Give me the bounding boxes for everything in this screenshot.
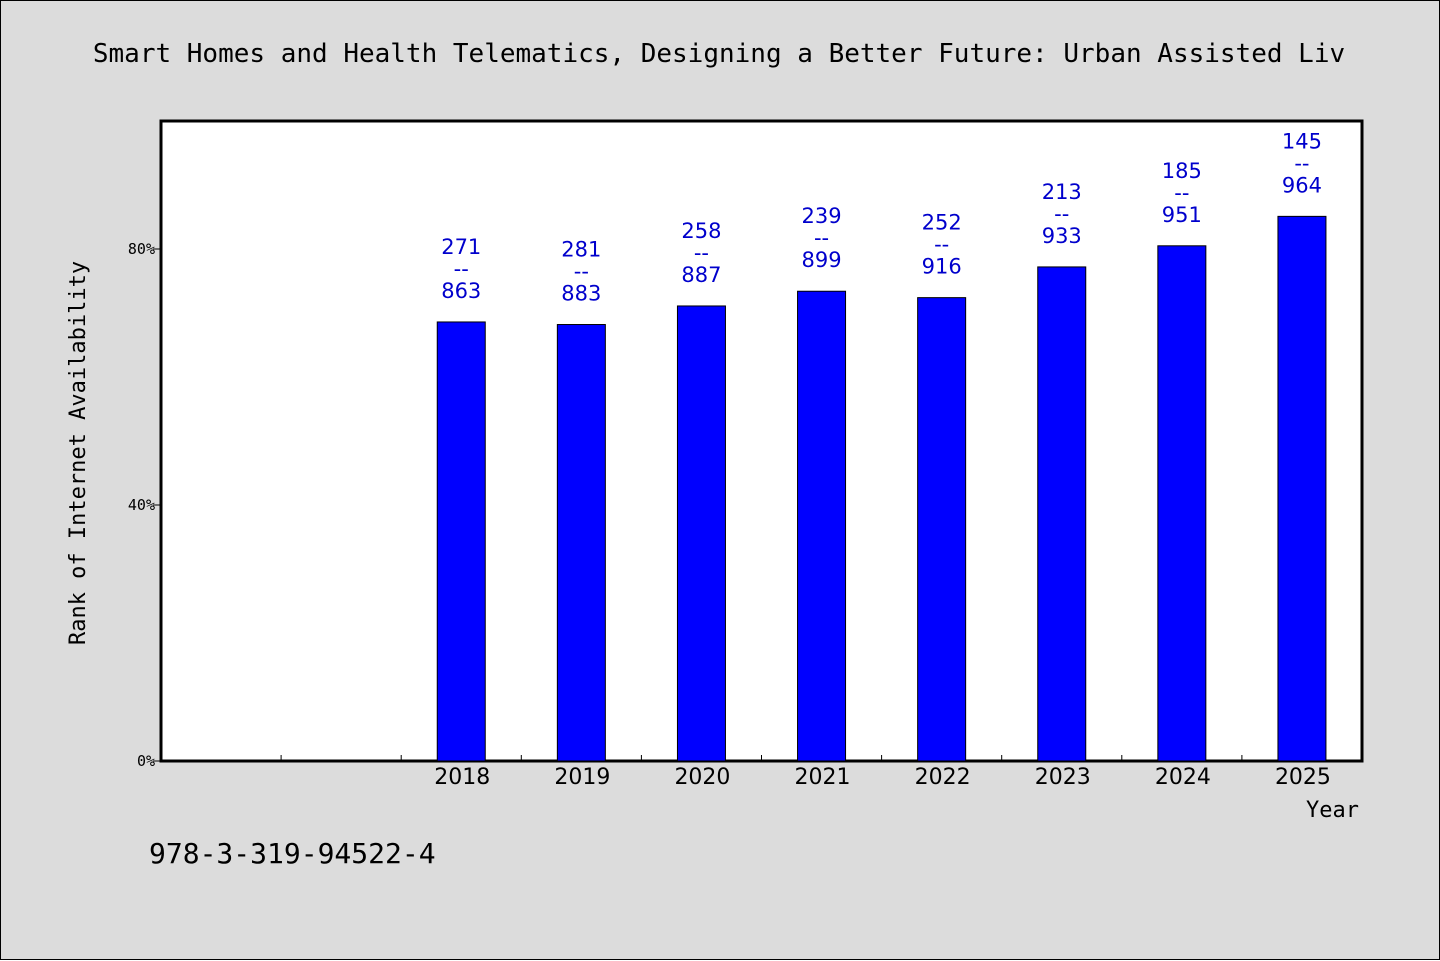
data-label: -- [574, 260, 589, 284]
y-axis-ticks: 0% 40% 80% [128, 240, 161, 770]
data-label: 887 [681, 263, 721, 287]
data-label: 899 [802, 248, 842, 272]
data-label: 933 [1042, 224, 1082, 248]
y-tick-label: 40% [128, 496, 155, 514]
data-label: -- [694, 241, 709, 265]
data-label: -- [454, 257, 469, 281]
data-label: 258 [681, 219, 721, 243]
data-label: 951 [1162, 203, 1202, 227]
bar-2021 [797, 290, 847, 762]
data-label: 883 [561, 282, 601, 306]
x-tick-label: 2021 [795, 765, 851, 790]
x-tick-label: 2018 [434, 765, 490, 790]
bar-2019 [556, 324, 606, 762]
bar-2025 [1277, 215, 1327, 762]
data-label: 145 [1282, 129, 1322, 153]
data-label: 916 [922, 255, 962, 279]
data-label: -- [814, 226, 829, 250]
data-label: -- [934, 233, 949, 257]
data-label: -- [1054, 202, 1069, 226]
x-tick-label: 2022 [915, 765, 971, 790]
y-tick-label: 80% [128, 240, 155, 258]
data-label: 252 [922, 211, 962, 235]
data-label: 185 [1162, 159, 1202, 183]
data-label: 964 [1282, 173, 1322, 197]
x-axis-ticks: 2018 2019 2020 2021 2022 2023 2024 2025 [280, 755, 1331, 790]
bar-2020 [676, 305, 726, 762]
data-label: 213 [1042, 180, 1082, 204]
x-tick-label: 2024 [1155, 765, 1211, 790]
x-tick-label: 2023 [1035, 765, 1091, 790]
bar-2023 [1037, 266, 1087, 762]
chart-title: Smart Homes and Health Telematics, Desig… [93, 39, 1345, 69]
x-tick-label: 2020 [674, 765, 730, 790]
bar-2024 [1157, 245, 1207, 762]
x-tick-label: 2025 [1275, 765, 1331, 790]
x-axis-title: Year [1306, 798, 1359, 823]
data-label: -- [1174, 181, 1189, 205]
y-tick-label: 0% [137, 752, 155, 770]
data-label: -- [1294, 151, 1309, 175]
data-label: 863 [441, 279, 481, 303]
bar-2018 [436, 321, 486, 762]
bar-series [436, 215, 1327, 762]
y-axis-title: Rank of Internet Availability [66, 261, 91, 645]
isbn-label: 978-3-319-94522-4 [149, 837, 436, 870]
data-label: 281 [561, 238, 601, 262]
x-tick-label: 2019 [554, 765, 610, 790]
data-label: 239 [802, 204, 842, 228]
data-label: 271 [441, 235, 481, 259]
data-labels: 271--863281--883258--887239--899252--916… [441, 129, 1322, 305]
bar-2022 [917, 297, 967, 762]
